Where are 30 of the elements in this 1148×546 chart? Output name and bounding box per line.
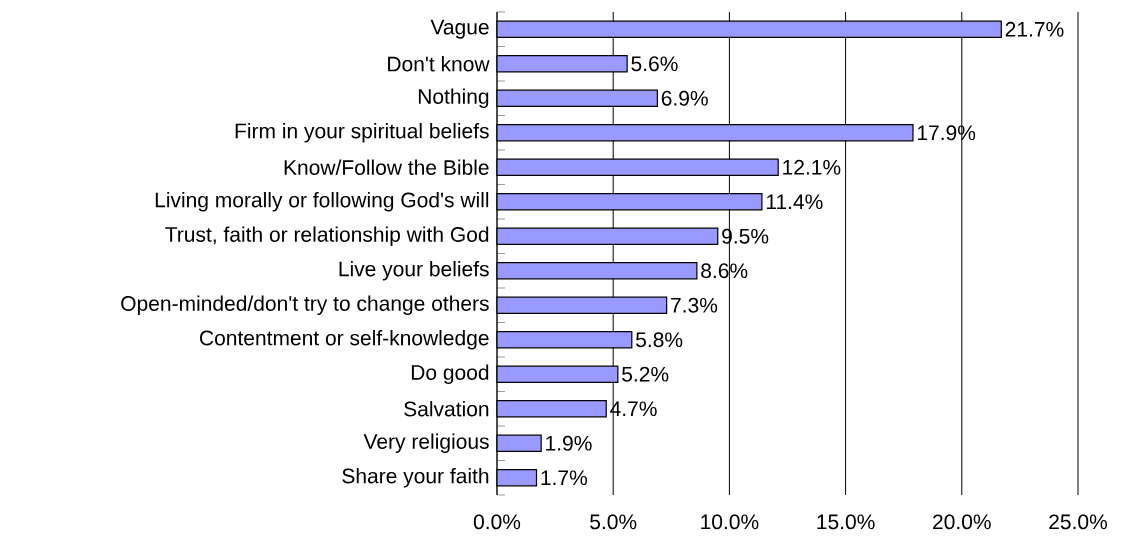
y-tick-label: Do good [411,364,489,385]
data-label: 5.8% [636,332,683,348]
x-tick-label: 25.0% [1049,514,1107,530]
data-label: 5.6% [631,56,678,72]
x-tick-label: 10.0% [701,514,759,530]
x-tick-label: 0.0% [473,514,521,530]
y-tick-label: Trust, faith or relationship with God [165,226,489,247]
y-tick-label: Open-minded/don't try to change others [121,295,489,316]
x-tick-label: 5.0% [590,514,637,530]
y-tick-label: Contentment or self-knowledge [200,329,489,350]
data-label: 6.9% [661,90,708,106]
y-tick-label: Share your faith [342,467,489,488]
data-label: 11.4% [766,194,823,210]
x-tick-label: 20.0% [933,514,991,530]
y-tick-label: Nothing [418,88,489,109]
data-label: 5.2% [622,366,669,382]
data-label: 1.9% [546,435,592,451]
y-tick-label: Vague [430,19,489,39]
data-label: 21.7% [1005,21,1064,37]
data-label: 7.3% [671,297,718,313]
y-tick-label: Know/Follow the Bible [284,159,489,175]
y-tick-label: Live your beliefs [339,260,489,281]
y-tick-label: Salvation [404,401,489,417]
y-tick-label: Very religious [363,433,489,454]
data-label: 1.7% [541,470,588,486]
x-tick-label: 15.0% [817,514,875,530]
data-label: 12.1% [783,159,841,175]
y-tick-label: Firm in your spiritual beliefs [235,122,489,143]
y-tick-label: Don't know [388,56,490,72]
y-tick-label: Living morally or following God's will [155,191,489,212]
